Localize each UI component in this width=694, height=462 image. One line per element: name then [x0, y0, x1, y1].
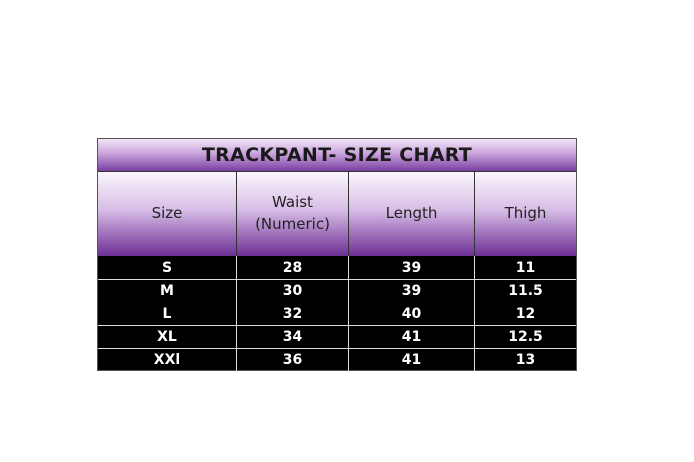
table-cell: XL [98, 326, 237, 348]
table-cell: 36 [237, 349, 349, 371]
table-row: L 32 40 12 [98, 302, 576, 325]
table-cell: 11 [515, 259, 536, 276]
header-waist: Waist (Numeric) [237, 172, 349, 256]
table-cell: 41 [349, 349, 475, 371]
header-thigh: Thigh [475, 172, 576, 256]
chart-title: TRACKPANT- SIZE CHART [98, 139, 576, 172]
table-row: XXl 36 41 13 [98, 348, 576, 371]
table-cell: 39 [349, 280, 475, 302]
table-cell: 28 [237, 256, 349, 279]
table-cell: L [98, 302, 237, 325]
header-length: Length [349, 172, 475, 256]
table-cell: S [98, 256, 237, 279]
table-cell: 12.5 [508, 329, 543, 345]
table-cell: 39 [349, 256, 475, 279]
table-row: XL 34 41 12.5 [98, 325, 576, 348]
table-cell: 34 [237, 326, 349, 348]
table-cell: 41 [349, 326, 475, 348]
table-cell: 13 [515, 352, 536, 368]
size-chart-table: TRACKPANT- SIZE CHART Size Waist (Numeri… [97, 138, 577, 371]
table-cell: 40 [349, 302, 475, 325]
table-cell: 32 [237, 302, 349, 325]
table-row: S 28 39 11 [98, 256, 576, 279]
table-cell: M [98, 280, 237, 302]
table-cell: XXl [98, 349, 237, 371]
header-size: Size [98, 172, 237, 256]
table-cell: 30 [237, 280, 349, 302]
table-cell: 11.5 [508, 283, 543, 299]
table-cell: 12 [515, 305, 536, 322]
header-row: Size Waist (Numeric) Length Thigh [98, 172, 576, 256]
table-row: M 30 39 11.5 [98, 279, 576, 302]
